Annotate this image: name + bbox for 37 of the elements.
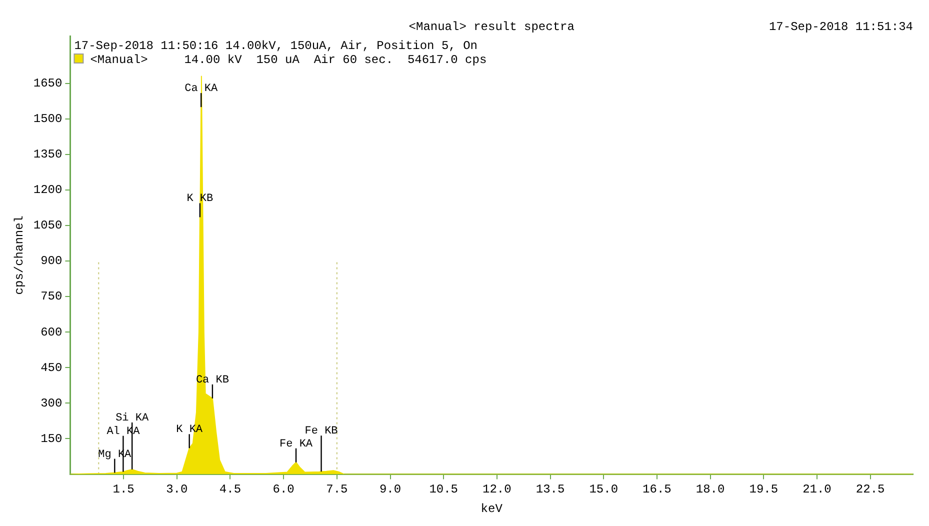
x-tick-label: 12.0 xyxy=(482,482,512,497)
annotation: Si KA xyxy=(116,412,149,424)
x-tick-label: 3.0 xyxy=(166,482,188,497)
y-axis-title: cps/channel xyxy=(12,215,26,295)
y-tick-label: 1500 xyxy=(33,112,62,126)
x-axis-title: keV xyxy=(480,502,504,516)
x-tick-label: 13.5 xyxy=(536,482,565,497)
legend-label: <Manual> xyxy=(90,53,148,67)
x-tick-label: 15.0 xyxy=(589,482,618,497)
chart-subtitle: 17-Sep-2018 11:50:16 14.00kV, 150uA, Air, Position 5, On xyxy=(74,39,478,53)
x-tick-label: 1.5 xyxy=(112,482,134,497)
annotation: Fe KB xyxy=(304,426,338,438)
x-tick-label: 7.5 xyxy=(326,482,348,497)
y-tick-label: 1050 xyxy=(33,218,62,233)
text: 17-Sep-2018 11:51:34 xyxy=(768,20,913,34)
x-tick-label: 21.0 xyxy=(802,482,832,497)
y-tick-label: 600 xyxy=(40,325,62,340)
annotation: Ca KA xyxy=(184,83,218,96)
x-tick-label: 22.5 xyxy=(856,482,885,497)
x-tick-label: 4.5 xyxy=(219,482,242,497)
x-tick-label: 10.5 xyxy=(429,482,458,497)
y-tick-label: 150 xyxy=(40,432,62,446)
x-tick-label: 19.5 xyxy=(749,482,778,497)
x-tick-label: 18.0 xyxy=(696,482,725,497)
y-tick-label: 1650 xyxy=(33,76,62,91)
x-tick-label: 16.5 xyxy=(642,482,672,497)
y-tick-label: 1350 xyxy=(33,148,62,162)
x-tick-label: 6.0 xyxy=(272,482,294,497)
annotation: 14.00 kV 150 uA Air 60 sec. 54617.0 cps xyxy=(184,53,487,67)
x-tick-label: 9.0 xyxy=(379,482,402,497)
y-tick-label: 1200 xyxy=(33,183,62,198)
y-tick-label: 750 xyxy=(40,290,62,304)
chart-title: <Manual> result spectra xyxy=(408,20,574,34)
y-tick-label: 900 xyxy=(40,254,62,268)
annotation: Fe KA xyxy=(280,438,313,450)
y-tick-label: 300 xyxy=(40,396,62,410)
y-tick-label: 450 xyxy=(40,360,62,375)
